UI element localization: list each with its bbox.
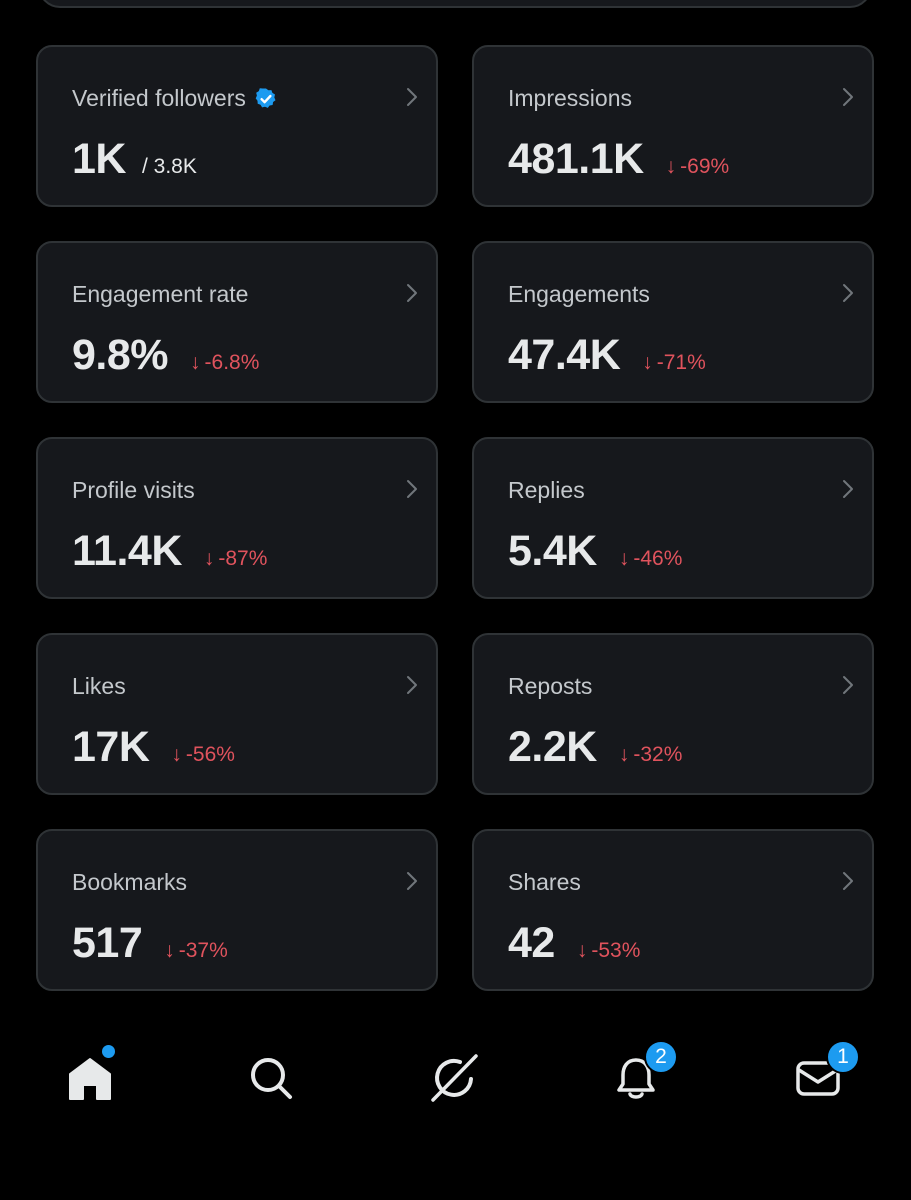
arrow-down-icon: ↓ — [190, 351, 201, 374]
chevron-right-icon — [407, 480, 417, 498]
arrow-down-icon: ↓ — [203, 547, 215, 570]
arrow-down-icon: ↓ — [665, 155, 677, 178]
metric-card-shares[interactable]: Shares 42 ↓ -53% — [472, 829, 874, 991]
arrow-down-icon: ↓ — [164, 939, 175, 962]
metric-label: Bookmarks — [72, 869, 188, 895]
metric-value: 1K — [72, 135, 126, 183]
metric-value-row: 17K ↓ -56% — [72, 723, 235, 772]
metric-card-engagements[interactable]: Engagements 47.4K ↓ -71% — [472, 241, 874, 403]
metric-value: 11.4K — [72, 527, 182, 575]
nav-messages-button[interactable]: 1 — [788, 1040, 860, 1108]
chevron-right-icon — [843, 480, 853, 498]
metric-card-engagement-rate[interactable]: Engagement rate 9.8% ↓ -6.8% — [36, 241, 438, 403]
grok-icon — [431, 1054, 478, 1102]
metric-value-row: 47.4K ↓ -71% — [508, 331, 706, 380]
metric-card-profile-visits[interactable]: Profile visits 11.4K ↓ -87% — [36, 437, 438, 599]
metric-label: Verified followers — [72, 85, 278, 112]
home-icon — [69, 1058, 111, 1100]
metric-card-verified-followers[interactable]: Verified followers 1K / 3.8K — [36, 45, 438, 207]
arrow-down-icon: ↓ — [618, 743, 630, 766]
metric-value: 17K — [72, 723, 150, 771]
metric-label: Engagement rate — [72, 281, 249, 307]
metric-value: 9.8% — [72, 331, 169, 379]
metric-value-row: 5.4K ↓ -46% — [508, 527, 682, 576]
verified-badge-icon — [255, 87, 276, 108]
arrow-down-icon: ↓ — [642, 351, 653, 374]
chevron-right-icon — [407, 88, 417, 106]
metric-label: Shares — [508, 869, 581, 895]
metric-value: 2.2K — [508, 723, 597, 771]
chevron-right-icon — [407, 284, 417, 302]
search-icon — [251, 1058, 292, 1099]
nav-notifications-button[interactable]: 2 — [606, 1040, 678, 1108]
metric-change: ↓ -56% — [171, 743, 235, 766]
metric-card-likes[interactable]: Likes 17K ↓ -56% — [36, 633, 438, 795]
bottom-nav: 2 1 — [0, 1030, 911, 1120]
metric-card-bookmarks[interactable]: Bookmarks 517 ↓ -37% — [36, 829, 438, 991]
metric-change: ↓ -53% — [576, 939, 641, 962]
metric-label: Reposts — [508, 673, 593, 699]
metric-card-replies[interactable]: Replies 5.4K ↓ -46% — [472, 437, 874, 599]
metric-value-row: 9.8% ↓ -6.8% — [72, 331, 259, 380]
nav-home-button[interactable] — [60, 1045, 120, 1108]
metric-label: Replies — [508, 477, 585, 503]
metric-value: 481.1K — [508, 135, 644, 183]
nav-search-button[interactable] — [241, 1048, 301, 1108]
metric-value-row: 1K / 3.8K — [72, 135, 197, 184]
chevron-right-icon — [843, 284, 853, 302]
arrow-down-icon: ↓ — [171, 743, 182, 766]
notifications-badge: 2 — [644, 1040, 678, 1074]
metric-value-row: 517 ↓ -37% — [72, 919, 228, 968]
metric-card-impressions[interactable]: Impressions 481.1K ↓ -69% — [472, 45, 874, 207]
metric-value-row: 42 ↓ -53% — [508, 919, 640, 968]
metric-value: 47.4K — [508, 331, 621, 379]
metric-change: ↓ -69% — [665, 155, 730, 178]
envelope-icon — [796, 1061, 840, 1096]
previous-card-edge — [38, 0, 872, 8]
metric-change: ↓ -37% — [164, 939, 228, 962]
metric-change: ↓ -71% — [642, 351, 706, 374]
metric-total: / 3.8K — [141, 155, 197, 178]
chevron-right-icon — [407, 676, 417, 694]
metric-value-row: 2.2K ↓ -32% — [508, 723, 682, 772]
unread-dot — [102, 1045, 115, 1058]
metric-label: Engagements — [508, 281, 650, 307]
metric-value: 5.4K — [508, 527, 597, 575]
metric-card-reposts[interactable]: Reposts 2.2K ↓ -32% — [472, 633, 874, 795]
metric-label: Likes — [72, 673, 126, 699]
arrow-down-icon: ↓ — [576, 939, 588, 962]
chevron-right-icon — [407, 872, 417, 890]
metric-value: 517 — [72, 919, 143, 967]
metric-change: ↓ -46% — [618, 547, 683, 570]
metric-label: Profile visits — [72, 477, 195, 503]
metric-change: ↓ -87% — [203, 547, 268, 570]
chevron-right-icon — [843, 872, 853, 890]
nav-grok-button[interactable] — [424, 1048, 484, 1108]
messages-badge: 1 — [826, 1040, 860, 1074]
arrow-down-icon: ↓ — [618, 547, 630, 570]
metric-value: 42 — [508, 919, 555, 967]
metric-change: ↓ -32% — [618, 743, 683, 766]
metric-change: ↓ -6.8% — [190, 351, 260, 374]
metric-value-row: 481.1K ↓ -69% — [508, 135, 729, 184]
metric-label: Impressions — [508, 85, 632, 111]
chevron-right-icon — [843, 676, 853, 694]
metric-value-row: 11.4K ↓ -87% — [72, 527, 267, 576]
chevron-right-icon — [843, 88, 853, 106]
